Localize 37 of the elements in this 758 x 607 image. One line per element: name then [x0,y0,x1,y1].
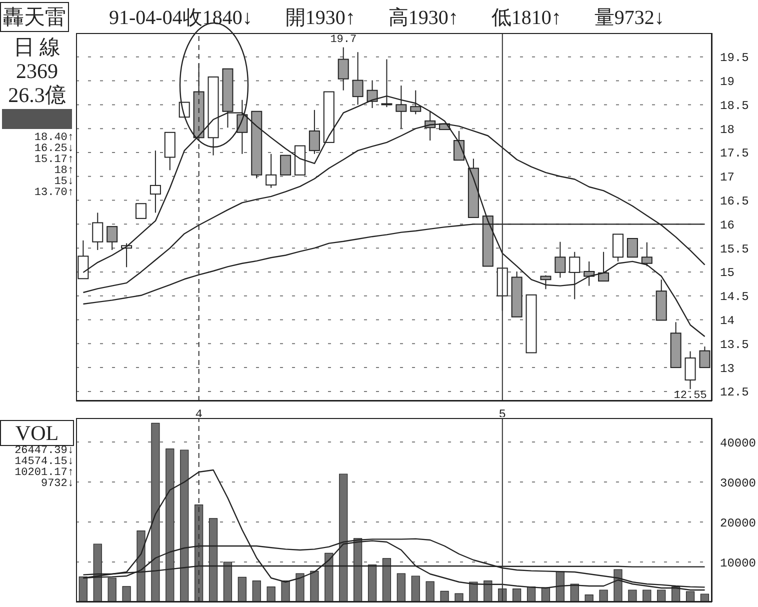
y-tick-label: 19 [720,75,734,90]
y-tick-label: 40000 [720,436,756,450]
y-tick-label: 20000 [720,516,756,530]
chart-title: 轟天雷 [0,2,69,32]
text: 2369 [15,59,59,83]
y-tick-label: 15.5 [720,242,749,256]
text: VOL [0,420,74,446]
text: 18.40↑ [33,132,74,144]
y-tick-label: 18.5 [720,98,749,113]
text: 15.17↑ [33,154,74,166]
text: 26447.39↓ [14,445,74,457]
y-tick-label: 16 [720,218,734,232]
text: 16.25↓ [33,143,74,155]
text: 18↑ [53,165,74,177]
y-tick-label: 12.5 [720,386,749,400]
y-tick-label: 14 [720,314,734,328]
text: 日 線 [12,35,62,59]
text: 10201.17↑ [14,467,74,479]
y-tick-label: 15 [720,266,734,280]
text: 14574.15↓ [14,456,74,468]
y-tick-label: 19.5 [720,51,749,66]
text: 9732↓ [40,478,74,490]
text: 15↓ [54,176,74,188]
y-tick-label: 30000 [720,476,756,490]
y-tick-label: 18 [720,122,734,137]
y-tick-label: 10000 [720,556,756,570]
annotation: 12.55 [672,390,708,402]
text: 26.3億 [7,83,67,107]
text: 13.70↑ [33,187,74,199]
y-tick-label: 16.5 [720,194,749,209]
annotation: 19.7 [329,34,358,46]
y-tick-label: 17 [720,170,734,185]
y-tick-label: 13.5 [720,338,749,352]
chart-subtitle: 91-04-04收1840↓ 開1930↑ 高1930↑ 低1810↑ 量9732↓ [109,6,664,30]
y-tick-label: 13 [720,362,734,376]
y-tick-label: 17.5 [720,146,749,161]
y-tick-label: 14.5 [720,290,749,304]
